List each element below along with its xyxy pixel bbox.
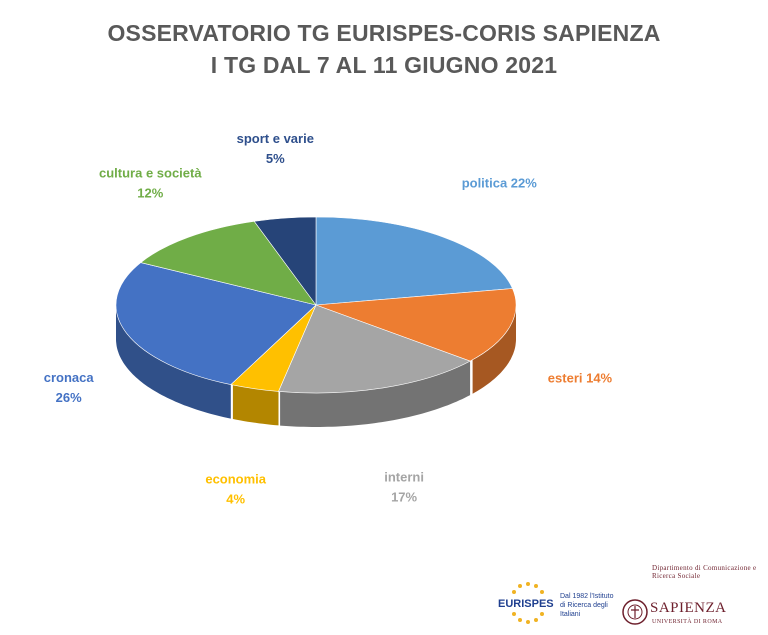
sapienza-name: SAPIENZA bbox=[650, 600, 727, 616]
eurispes-stars-icon bbox=[512, 582, 544, 624]
sapienza-logo: Dipartimento di Comunicazione e Ricerca … bbox=[622, 564, 762, 632]
pie-label-cronaca: cronaca 26% bbox=[44, 370, 95, 405]
pie-sides bbox=[116, 306, 516, 427]
eurispes-tagline: Dal 1982 l'Istituto di Ricerca degli Ita… bbox=[560, 593, 614, 618]
pie-labels: politica 22% esteri 14% interni 17% economia… bbox=[44, 131, 613, 506]
pie-label-economia: economia 4% bbox=[205, 471, 266, 506]
sapienza-university: UNIVERSITÀ DI ROMA bbox=[652, 619, 723, 625]
pie-side-interni bbox=[280, 361, 471, 427]
pie-label-sport-e-varie: sport e varie 5% bbox=[237, 131, 314, 166]
pie-side-esteri bbox=[472, 306, 516, 394]
pie-slice-sport-e-varie bbox=[253, 216, 317, 306]
pie-slice-politica bbox=[315, 216, 513, 306]
pie-label-politica: politica 22% bbox=[462, 175, 538, 190]
pie-slices bbox=[115, 216, 517, 394]
pie-slice-interni bbox=[278, 304, 471, 394]
pie-label-cultura-e-società: cultura e società 12% bbox=[99, 165, 202, 200]
pie-slice-esteri bbox=[315, 288, 517, 362]
chart-title-line-1: OSSERVATORIO TG EURISPES-CORIS SAPIENZA bbox=[107, 20, 661, 46]
pie-slice-cultura-e-società bbox=[140, 220, 317, 306]
chart-title-line-2: I TG DAL 7 AL 11 GIUGNO 2021 bbox=[210, 52, 558, 78]
pie-label-interni: interni 17% bbox=[384, 470, 424, 505]
pie-label-esteri: esteri 14% bbox=[548, 370, 613, 385]
eurispes-logo: EURISPES Dal 1982 l'Istituto di Ricerca … bbox=[498, 578, 618, 628]
sapienza-department: Dipartimento di Comunicazione e Ricerca … bbox=[652, 564, 757, 580]
eurispes-name: EURISPES bbox=[498, 598, 554, 610]
sapienza-seal-icon bbox=[622, 599, 648, 625]
pie-side-cronaca bbox=[116, 306, 231, 419]
pie-side-economia bbox=[232, 385, 279, 426]
